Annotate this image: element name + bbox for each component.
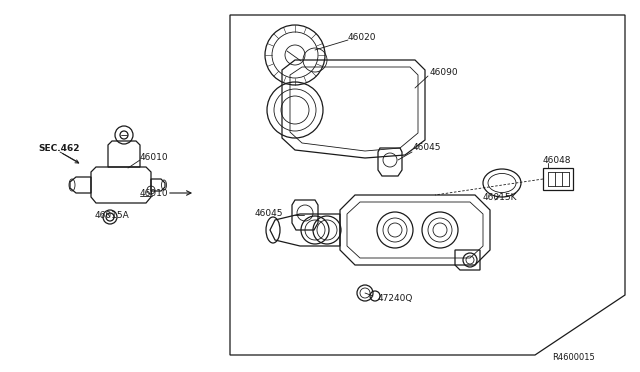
Text: 46045: 46045 <box>413 142 442 151</box>
Text: SEC.462: SEC.462 <box>38 144 79 153</box>
Text: 46015A: 46015A <box>95 211 130 219</box>
Text: 46010: 46010 <box>140 189 168 198</box>
Text: 46010: 46010 <box>140 153 168 161</box>
Text: 46020: 46020 <box>348 32 376 42</box>
Text: 46048: 46048 <box>543 155 572 164</box>
Text: 46090: 46090 <box>430 67 459 77</box>
Text: 47240Q: 47240Q <box>378 294 413 302</box>
Text: 46045: 46045 <box>255 208 284 218</box>
Text: 46015K: 46015K <box>483 192 518 202</box>
Text: R4600015: R4600015 <box>552 353 595 362</box>
